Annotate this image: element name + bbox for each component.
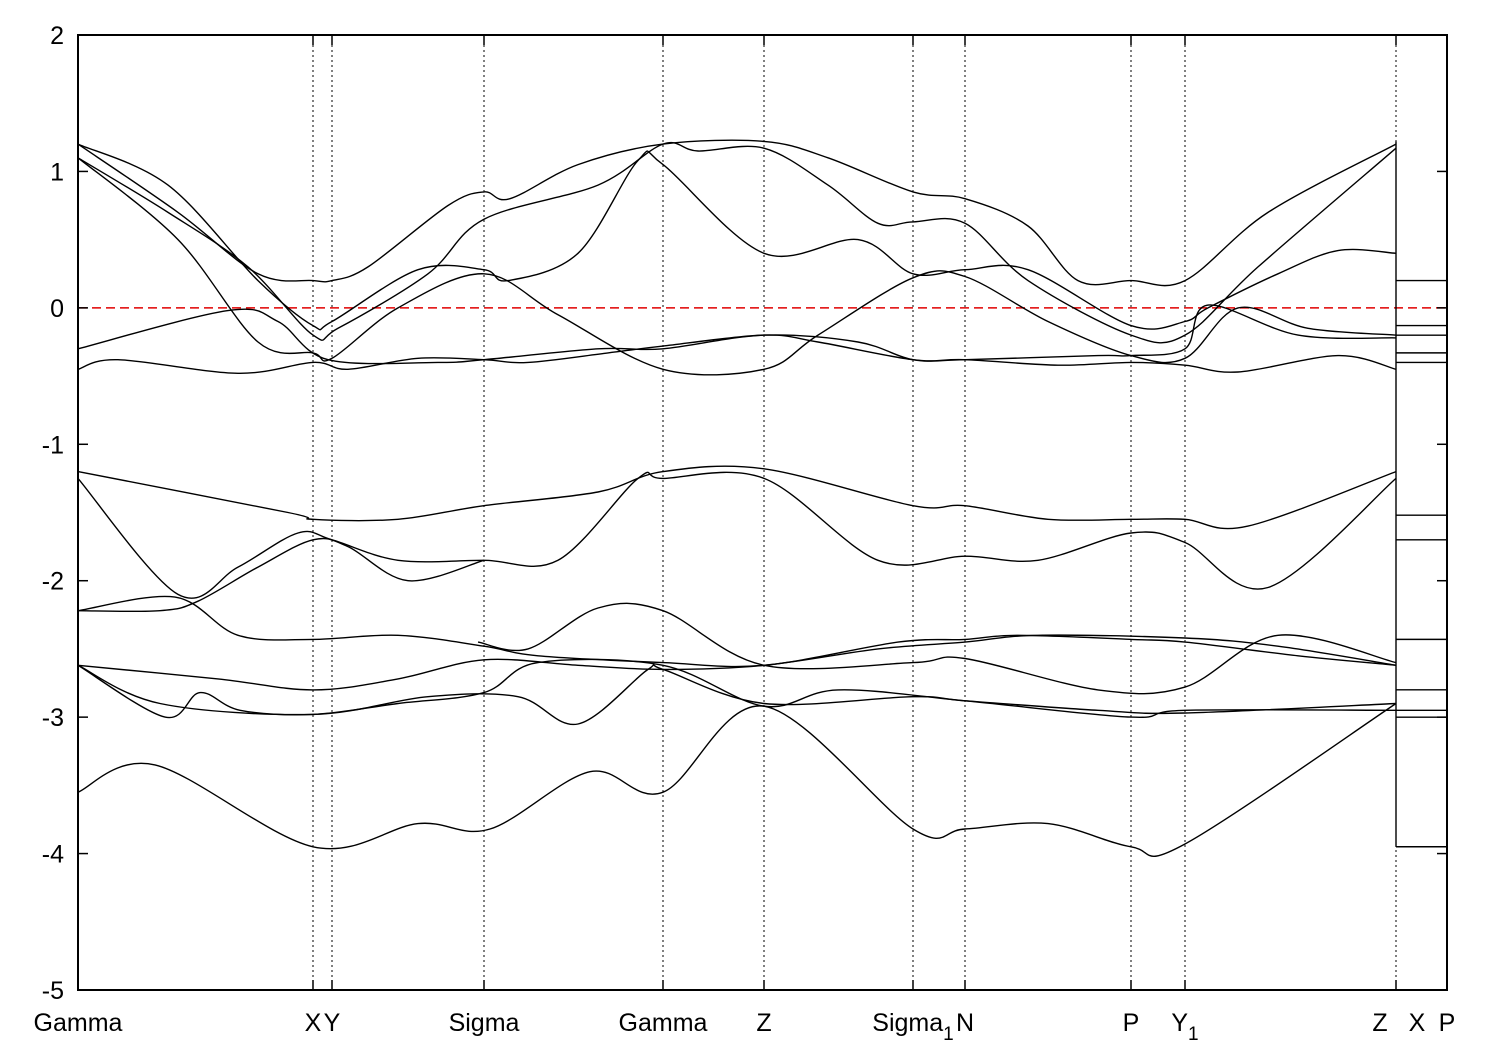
y-tick-label: 2 — [50, 22, 64, 50]
band-2 — [77, 143, 1397, 331]
x-tick-label: Gamma — [619, 1009, 708, 1037]
x-tick-subscript: 1 — [943, 1024, 954, 1045]
x-tick-label: Sigma — [449, 1009, 520, 1037]
x-axis: Gamma X Y Sigma Gamma Z Sigma1 N P Y1 Z X P — [34, 1009, 1456, 1045]
band-6 — [77, 334, 1397, 375]
x-tick-label: Y1 — [1171, 1009, 1198, 1045]
y-axis: 2 1 0 -1 -2 -3 -4 -5 — [42, 22, 1447, 1005]
band-3 — [77, 142, 1397, 344]
band-11 — [477, 602, 1397, 695]
kpoint-gridlines — [312, 35, 1397, 990]
y-tick-label: -3 — [42, 704, 64, 732]
y-tick-label: 1 — [50, 158, 64, 186]
x-tick-label: Y — [324, 1009, 341, 1037]
x-tick-label: Z — [1372, 1009, 1387, 1037]
x-tick-label: P — [1123, 1009, 1140, 1037]
band-12 — [77, 634, 1397, 691]
y-tick-label: -4 — [42, 841, 64, 869]
band-7 — [77, 465, 1397, 530]
band-10 — [77, 537, 485, 613]
band-14 — [77, 663, 1397, 726]
x-tick-label: Gamma — [34, 1009, 123, 1037]
y-tick-label: -5 — [42, 977, 64, 1005]
bands — [77, 139, 1447, 857]
x-tick-subscript: 1 — [1188, 1024, 1199, 1045]
y-tick-label: 0 — [50, 295, 64, 323]
band-8 — [77, 471, 1397, 599]
x-tick-label: N — [956, 1009, 974, 1037]
x-tick-label: Z — [756, 1009, 771, 1037]
band-4 — [77, 157, 1397, 376]
plot-frame — [77, 34, 1448, 991]
y-tick-label: -2 — [42, 568, 64, 596]
x-tick-label: X — [1409, 1009, 1426, 1037]
y-tick-label: -1 — [42, 431, 64, 459]
band-15 — [77, 702, 1397, 857]
x-tick-label: Sigma1 — [872, 1009, 953, 1045]
band-13 — [77, 658, 1397, 719]
x-tick-label: X — [305, 1009, 322, 1037]
band-1 — [77, 139, 1397, 287]
x-tick-label: P — [1439, 1009, 1456, 1037]
band-9 — [77, 595, 1397, 668]
